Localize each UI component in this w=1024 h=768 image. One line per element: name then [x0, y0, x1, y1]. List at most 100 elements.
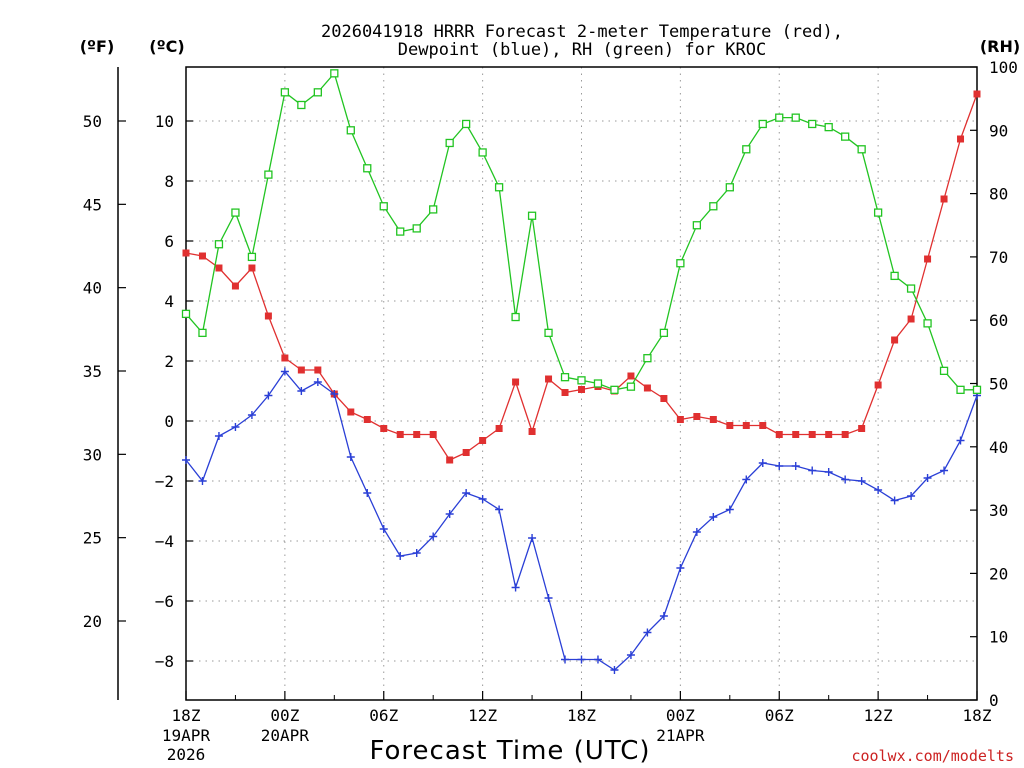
temperature-point [512, 378, 520, 386]
temperature-point [874, 381, 882, 389]
rh-tick-label: 0 [989, 691, 999, 710]
rh-point [412, 224, 421, 233]
dewpoint-point [610, 666, 619, 674]
rh-point [824, 122, 833, 132]
temperature-point [561, 389, 569, 396]
dewpoint-point [412, 549, 421, 557]
temperature-point [660, 395, 668, 402]
rh-point [742, 145, 751, 154]
temperature-point [462, 449, 470, 456]
rh-point [544, 328, 553, 338]
temperature-point [726, 422, 734, 429]
celsius-tick-label: −2 [155, 472, 174, 491]
fahrenheit-tick-label: 45 [83, 195, 102, 214]
rh-point [890, 271, 899, 281]
rh-point [791, 113, 800, 122]
rh-point [709, 202, 718, 211]
celsius-tick-label: 10 [155, 112, 174, 131]
temperature-point [264, 312, 272, 320]
celsius-tick-label: 6 [164, 232, 174, 251]
dewpoint-point [363, 489, 372, 497]
rh-point [939, 366, 949, 375]
rh-point [758, 119, 767, 129]
dewpoint-point [264, 391, 273, 400]
dewpoint-line [185, 370, 978, 671]
dewpoint-point [890, 496, 899, 505]
chart-title-line1: 2026041918 HRRR Forecast 2-meter Tempera… [321, 22, 843, 42]
temperature-point [792, 431, 800, 438]
temperature-point [297, 366, 305, 374]
temperature-point [940, 195, 948, 203]
temperature-point [808, 431, 816, 438]
temperature-point [231, 282, 239, 290]
celsius-tick-label: 0 [164, 412, 174, 431]
rh-point [560, 373, 570, 382]
rh-point [379, 202, 388, 211]
x-tick-label: 12Z [468, 706, 497, 725]
rh-point [297, 100, 306, 110]
rh-point [873, 208, 883, 217]
celsius-unit-label: (ºC) [149, 37, 184, 56]
temperature-point [314, 366, 322, 374]
temperature-point [198, 252, 206, 260]
dewpoint-point [874, 486, 883, 494]
temperature-point [479, 437, 487, 444]
rh-point [626, 382, 636, 391]
dewpoint-point [396, 552, 405, 560]
temperature-point [973, 90, 981, 98]
celsius-tick-label: 8 [164, 172, 174, 191]
dewpoint-point [511, 583, 520, 592]
temperature-point [446, 456, 454, 464]
dewpoint-point [280, 367, 289, 376]
temperature-point [281, 354, 289, 362]
fahrenheit-tick-label: 40 [83, 279, 102, 298]
dewpoint-point [478, 495, 487, 503]
rh-point [659, 328, 669, 338]
dewpoint-point [182, 456, 190, 464]
rh-point [198, 328, 207, 338]
temperature-point [775, 431, 783, 438]
temperature-point [396, 431, 404, 438]
temperature-point [924, 255, 932, 263]
temperature-point [429, 431, 437, 438]
rh-point [906, 284, 916, 293]
rh-point [511, 312, 520, 322]
rh-point [643, 354, 652, 363]
dewpoint-point [857, 477, 866, 485]
temperature-point [891, 336, 899, 344]
rh-tick-label: 30 [989, 501, 1008, 520]
axes: 504540353025201086420−2−4−6−810090807060… [83, 58, 1018, 764]
grid-lines [186, 67, 977, 700]
temperature-point [347, 408, 355, 416]
rh-point [313, 88, 322, 97]
dewpoint-point [643, 628, 652, 637]
x-tick-year-label: 2026 [167, 745, 206, 764]
rh-point [330, 69, 339, 78]
fahrenheit-tick-label: 50 [83, 112, 102, 131]
dewpoint-point [775, 462, 784, 470]
temperature-point [742, 422, 750, 429]
temperature-point [841, 431, 849, 438]
x-tick-label: 06Z [765, 706, 794, 725]
rh-point [247, 252, 257, 262]
temperature-point [578, 386, 585, 393]
data-series [181, 69, 982, 674]
rh-tick-label: 100 [989, 58, 1018, 77]
rh-point [231, 208, 240, 217]
rh-tick-label: 70 [989, 248, 1008, 267]
dewpoint-point [247, 411, 256, 419]
x-tick-label: 00Z [270, 706, 299, 725]
dewpoint-point [709, 513, 718, 521]
temperature-point [363, 416, 371, 423]
celsius-tick-label: −4 [155, 532, 174, 551]
rh-tick-label: 80 [989, 185, 1008, 204]
temperature-point [643, 384, 651, 392]
x-tick-label: 00Z [666, 706, 695, 725]
rh-tick-label: 60 [989, 311, 1008, 330]
temperature-point [413, 431, 421, 438]
dewpoint-point [379, 525, 388, 533]
x-tick-date-label: 21APR [656, 726, 705, 745]
dewpoint-point [659, 612, 668, 620]
rh-point [494, 183, 504, 192]
